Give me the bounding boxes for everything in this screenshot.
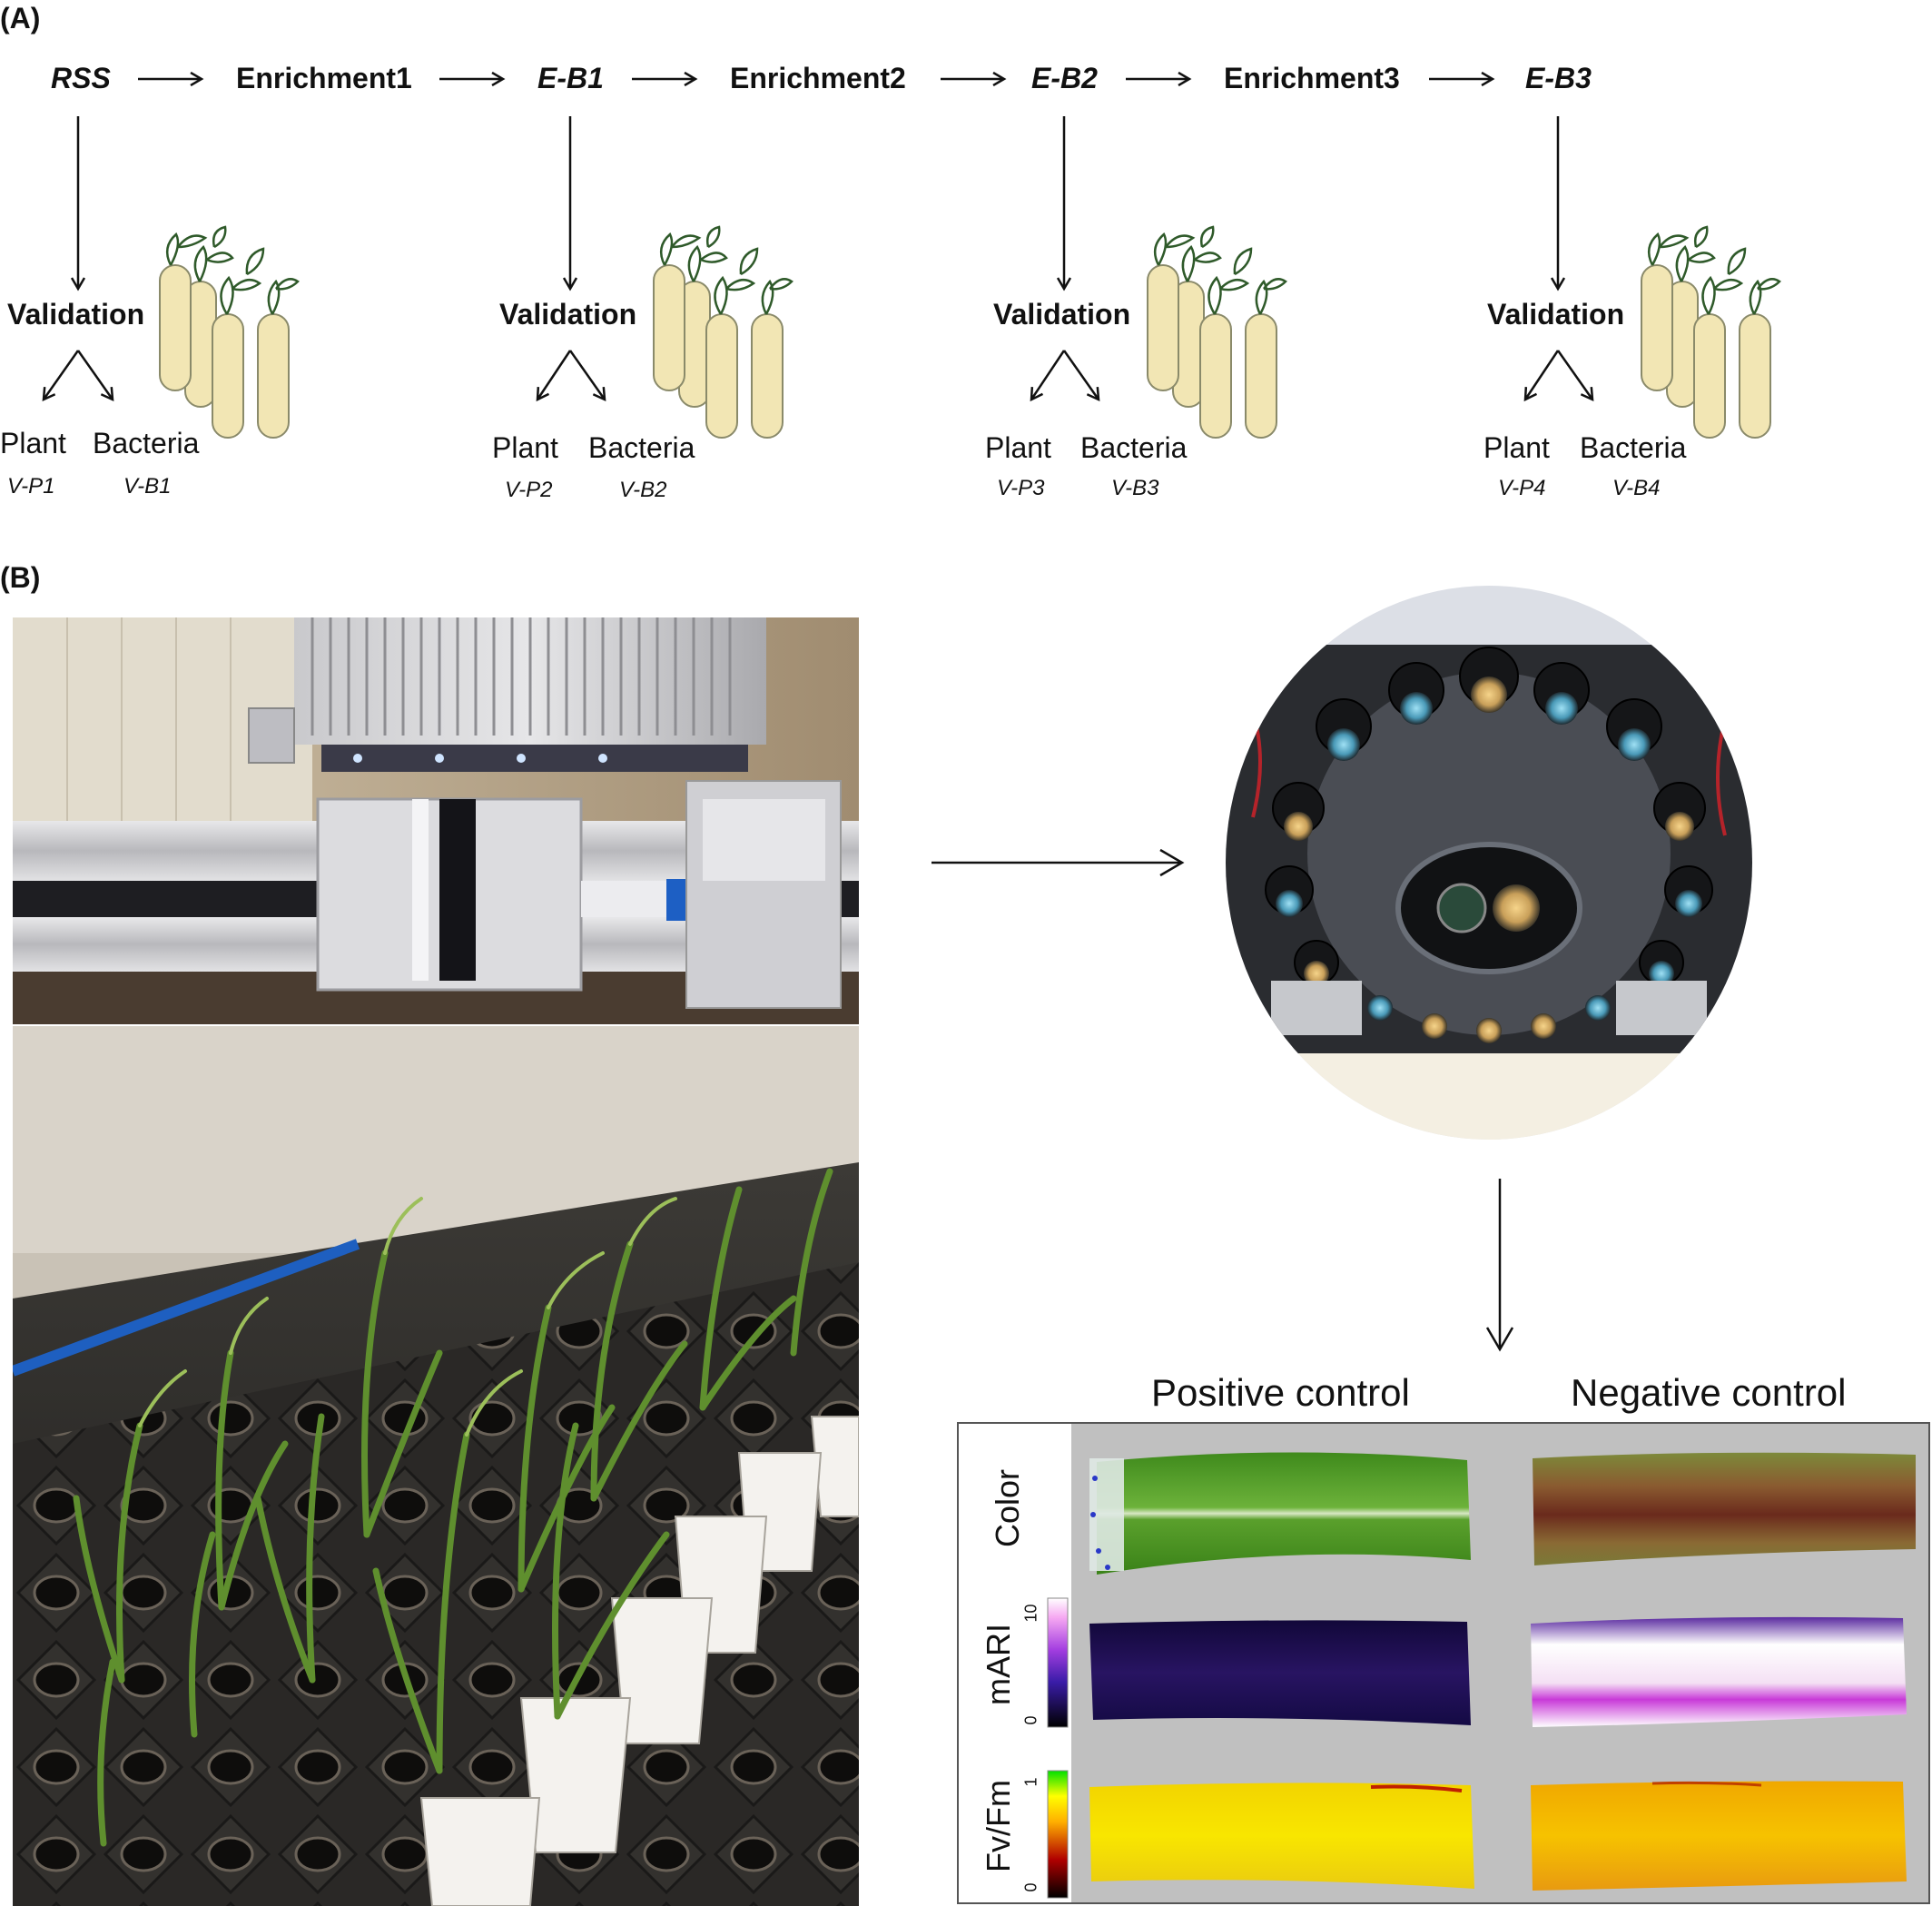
maize-seedlings-photo [13,1026,859,1906]
gantry-scanner-photo [13,617,859,1024]
column-negative-control: Negative control [1571,1371,1847,1414]
fvfm-scale-max: 1 [1021,1777,1040,1787]
test-tubes-icon-1 [159,225,300,439]
column-positive-control: Positive control [1151,1371,1410,1414]
flow-enrichment2: Enrichment2 [730,62,906,94]
flow-e-b3: E-B3 [1525,62,1592,94]
plant-code-3: V-P3 [997,476,1045,500]
negative-mari-leaf [1531,1616,1907,1727]
bacteria-label-4: Bacteria [1580,431,1687,464]
bacteria-label-3: Bacteria [1080,431,1188,464]
plant-code-1: V-P1 [7,474,55,499]
split-arrow-3 [1031,350,1099,400]
plant-code-4: V-P4 [1498,476,1546,500]
plant-label-4: Plant [1484,431,1550,464]
arrow-to-results [1485,1179,1514,1352]
positive-mari-leaf [1089,1620,1471,1725]
fvfm-colorbar [1047,1770,1069,1899]
row-label-fvfm: Fv/Fm [980,1780,1017,1872]
fvfm-scale-min: 0 [1021,1882,1040,1892]
flow-e-b1: E-B1 [537,62,604,94]
split-arrow-2 [537,350,605,400]
leaf-images [1089,1452,1916,1891]
flow-rss: RSS [51,62,111,94]
bacteria-code-1: V-B1 [123,474,172,499]
flow-enrichment1: Enrichment1 [236,62,412,94]
split-arrow-1 [44,350,113,400]
arrow-to-camera [932,848,1185,877]
panel-b-label: (B) [0,561,41,594]
test-tubes-icon-4 [1640,225,1781,439]
row-label-mari: mARI [980,1624,1017,1705]
positive-fvfm-leaf [1089,1783,1474,1889]
plant-label-2: Plant [492,431,558,464]
validation-label-4: Validation [1487,298,1625,331]
row-label-color: Color [989,1468,1026,1548]
negative-fvfm-leaf [1531,1781,1907,1891]
negative-color-leaf [1533,1452,1916,1565]
validation-label-2: Validation [499,298,637,331]
mari-scale-max: 10 [1021,1604,1040,1623]
panel-a-arrows [0,0,1781,439]
panel-a-label: (A) [0,2,41,35]
validation-label-3: Validation [993,298,1131,331]
bacteria-code-3: V-B3 [1111,476,1159,500]
flow-e-b2: E-B2 [1031,62,1098,94]
plant-code-2: V-P2 [505,478,553,502]
test-tubes-icon-3 [1146,225,1287,439]
validation-label-1: Validation [7,298,145,331]
bacteria-label-2: Bacteria [588,431,695,464]
positive-color-leaf [1097,1452,1471,1575]
flow-enrichment3: Enrichment3 [1224,62,1400,94]
plant-label-1: Plant [0,427,66,459]
mari-scale-min: 0 [1021,1715,1040,1725]
bacteria-label-1: Bacteria [93,427,200,459]
bacteria-code-2: V-B2 [619,478,667,502]
plant-label-3: Plant [985,431,1051,464]
camera-array-photo [1226,586,1752,1140]
mari-colorbar [1047,1597,1069,1728]
test-tubes-icon-2 [652,225,794,439]
split-arrow-4 [1525,350,1592,400]
bacteria-code-4: V-B4 [1612,476,1661,500]
